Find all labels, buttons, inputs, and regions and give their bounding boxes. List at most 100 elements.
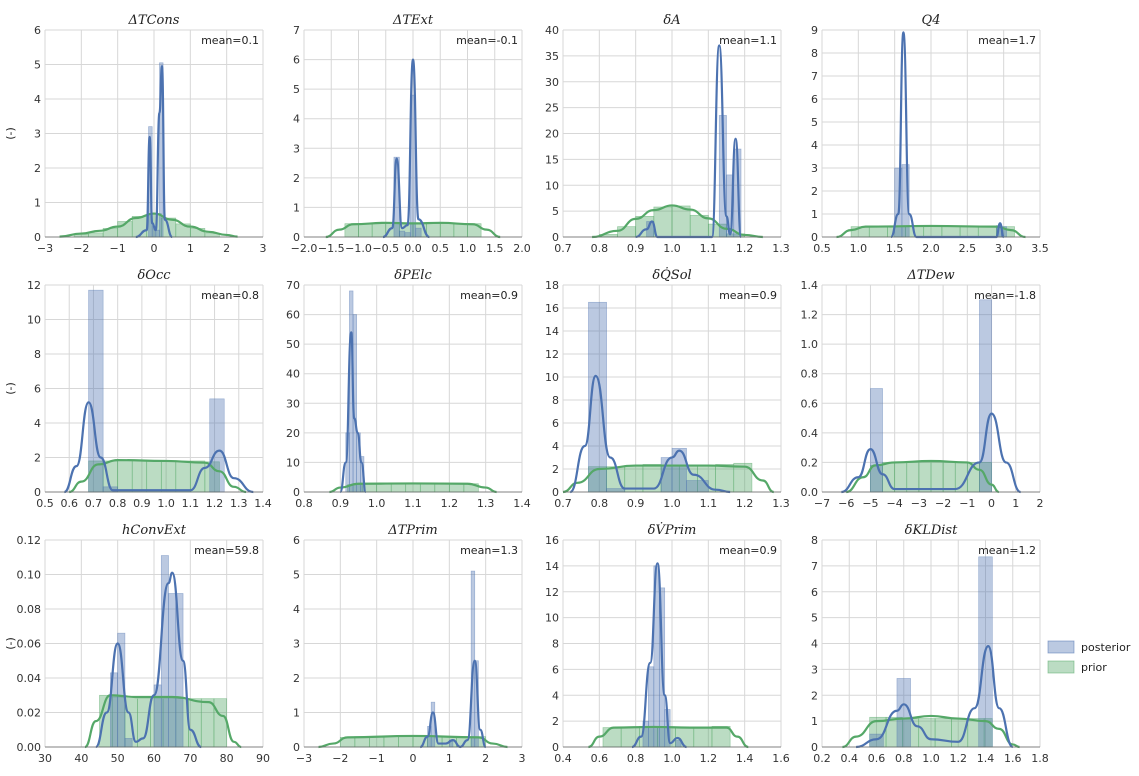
y-tick-label: 3 xyxy=(811,162,818,175)
prior-bar xyxy=(200,698,215,748)
y-tick-label: 1 xyxy=(811,208,818,221)
y-tick-label: 4 xyxy=(34,93,41,106)
x-tick-label: −1 xyxy=(369,752,385,765)
y-tick-label: 0 xyxy=(293,231,300,244)
y-tick-label: 1.0 xyxy=(801,338,819,351)
prior-kde-line xyxy=(84,694,242,749)
mean-label: mean=-0.1 xyxy=(456,34,518,47)
y-tick-label: 2 xyxy=(34,162,41,175)
y-tick-label: 18 xyxy=(545,279,559,292)
x-tick-label: 0.5 xyxy=(813,242,831,255)
y-tick-label: 5 xyxy=(293,569,300,582)
prior-bar xyxy=(188,698,202,748)
x-tick-label: 1.0 xyxy=(922,752,940,765)
prior-bar xyxy=(693,726,713,748)
y-tick-label: 6 xyxy=(34,24,41,37)
x-tick-label: 2.5 xyxy=(959,242,977,255)
x-tick-label: −3 xyxy=(37,242,53,255)
y-tick-label: 2 xyxy=(293,172,300,185)
x-tick-label: 2 xyxy=(223,242,230,255)
x-tick-label: −1 xyxy=(959,497,975,510)
x-tick-label: −2 xyxy=(332,752,348,765)
y-tick-label: 7 xyxy=(293,24,300,37)
y-tick-label: 0.12 xyxy=(17,534,42,547)
x-tick-label: 1.2 xyxy=(206,497,224,510)
x-tick-label: 1.3 xyxy=(477,497,495,510)
posterior-bar xyxy=(209,398,225,493)
prior-bar xyxy=(942,462,956,493)
posterior-kde-line xyxy=(339,331,367,494)
mean-label: mean=1.2 xyxy=(978,544,1036,557)
mean-label: mean=-1.8 xyxy=(974,289,1036,302)
x-tick-label: 3 xyxy=(519,752,526,765)
prior-bar xyxy=(131,459,148,493)
posterior-bar xyxy=(404,232,411,238)
prior-bar xyxy=(175,460,191,493)
panel-title: δV̇Prim xyxy=(648,522,697,538)
x-tick-label: 0.8 xyxy=(109,497,127,510)
y-tick-label: 1.4 xyxy=(801,279,819,292)
prior-bar xyxy=(653,206,673,238)
posterior-kde-line xyxy=(569,374,731,494)
y-tick-label: 30 xyxy=(545,76,559,89)
panel-title: hConvExt xyxy=(122,523,187,538)
y-tick-label: 9 xyxy=(811,24,818,37)
x-tick-label: 0.8 xyxy=(627,752,645,765)
y-tick-label: 6 xyxy=(552,417,559,430)
x-tick-label: 0.8 xyxy=(895,752,913,765)
y-tick-label: 20 xyxy=(286,427,300,440)
y-tick-label: 40 xyxy=(286,368,300,381)
mean-label: mean=0.9 xyxy=(719,289,777,302)
panel-3: 0.7 0.8 0.9 1.0 1.1 1.2 1.3 0 5 10 15 20 25 30 35 40 δA m… xyxy=(545,13,790,255)
posterior-kde-line xyxy=(63,401,254,494)
posterior-kde-line xyxy=(889,31,1005,239)
prior-bar xyxy=(894,462,908,493)
x-tick-label: −2 xyxy=(73,242,89,255)
x-tick-label: 1.6 xyxy=(1004,752,1022,765)
prior-kde-line xyxy=(588,725,749,749)
prior-bar xyxy=(617,226,636,238)
y-tick-label: 3 xyxy=(34,128,41,141)
x-tick-label: 0.6 xyxy=(60,497,78,510)
y-tick-label: 15 xyxy=(545,153,559,166)
posterior-bar xyxy=(124,738,133,748)
y-axis-label: (-) xyxy=(4,127,17,140)
x-tick-label: −1 xyxy=(110,242,126,255)
mean-label: mean=1.7 xyxy=(978,34,1036,47)
prior-bar xyxy=(88,232,104,238)
y-tick-label: 6 xyxy=(34,383,41,396)
y-tick-label: 1.2 xyxy=(801,309,819,322)
y-tick-label: 60 xyxy=(286,309,300,322)
prior-kde-line xyxy=(69,458,247,494)
prior-bar xyxy=(146,460,162,493)
x-tick-label: 40 xyxy=(74,752,88,765)
x-tick-label: 3 xyxy=(260,242,267,255)
prior-bar xyxy=(449,483,465,493)
prior-kde-line xyxy=(846,459,1000,494)
panel-title: ΔTDew xyxy=(906,268,954,283)
y-tick-label: 8 xyxy=(552,638,559,651)
x-tick-label: 0.8 xyxy=(295,497,313,510)
x-tick-label: 0.5 xyxy=(432,242,450,255)
x-tick-label: 0.2 xyxy=(813,752,831,765)
x-tick-label: −4 xyxy=(887,497,903,510)
prior-kde-line xyxy=(842,714,1020,749)
prior-bar xyxy=(602,727,622,748)
y-tick-label: 2 xyxy=(811,185,818,198)
x-tick-label: 1.3 xyxy=(230,497,248,510)
y-tick-label: 0.8 xyxy=(801,368,819,381)
x-tick-label: 0.4 xyxy=(841,752,859,765)
y-tick-label: 14 xyxy=(545,560,559,573)
x-tick-label: 1.2 xyxy=(736,497,754,510)
x-tick-label: 1 xyxy=(1012,497,1019,510)
y-tick-label: 6 xyxy=(293,534,300,547)
panel-6: 0.8 0.9 1.0 1.1 1.2 1.3 1.4 0 10 20 30 40 50 60 70 δPEl… xyxy=(286,268,531,510)
posterior-bar xyxy=(648,666,655,748)
x-tick-label: 30 xyxy=(38,752,52,765)
x-tick-label: 0.7 xyxy=(554,497,572,510)
x-tick-label: 1.0 xyxy=(368,497,386,510)
panel-7: 0.7 0.8 0.9 1.0 1.1 1.2 1.3 0 2 4 6 8 10 12 14 16 18 δQ̇S… xyxy=(545,267,790,510)
prior-bar xyxy=(906,462,920,493)
y-tick-label: 3 xyxy=(293,638,300,651)
posterior-kde-line xyxy=(855,644,1014,749)
